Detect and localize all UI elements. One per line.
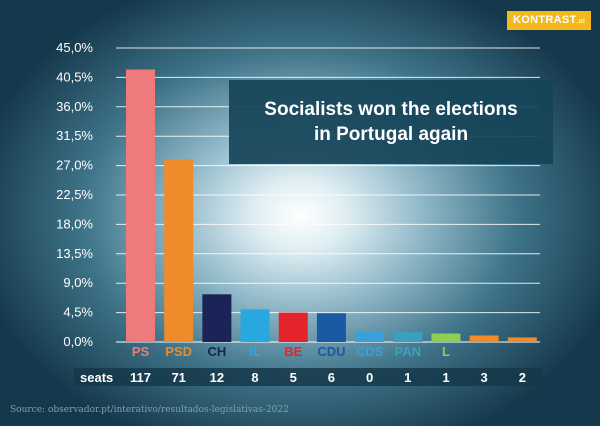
headline-box: Socialists won the elections in Portugal… [229, 80, 553, 164]
bar-ch [202, 294, 232, 342]
seat-count: 3 [481, 370, 488, 385]
bar-psd [164, 159, 194, 342]
brand-tld: .at [576, 18, 586, 25]
bar-other-9 [469, 335, 499, 342]
brand-logo[interactable]: KONTRAST.at [507, 11, 592, 30]
y-tick-label: 22,5% [56, 187, 93, 202]
y-tick-label: 4,5% [63, 305, 93, 320]
y-tick-label: 36,0% [56, 99, 93, 114]
bar-il [240, 309, 270, 342]
bar-pan [393, 332, 423, 342]
x-tick-label: CH [207, 344, 226, 359]
bar-ps [126, 69, 156, 342]
bar-be [278, 312, 308, 342]
bar-l [431, 333, 461, 342]
seat-count: 6 [328, 370, 335, 385]
headline-line-1: Socialists won the elections [264, 99, 518, 120]
y-tick-label: 40,5% [56, 69, 93, 84]
x-tick-label: PS [132, 344, 150, 359]
bar-cds [355, 331, 385, 342]
x-tick-label: L [442, 344, 450, 359]
y-tick-label: 27,0% [56, 158, 93, 173]
y-tick-label: 31,5% [56, 128, 93, 143]
x-tick-label: BE [284, 344, 302, 359]
seat-count: 2 [519, 370, 526, 385]
seats-label: seats [80, 370, 113, 385]
brand-name: KONTRAST [513, 14, 577, 26]
x-tick-label: CDS [356, 344, 384, 359]
seat-count: 71 [171, 370, 185, 385]
headline-line-2: in Portugal again [313, 124, 469, 145]
y-tick-label: 9,0% [63, 275, 93, 290]
bar-cdu [316, 313, 346, 342]
y-tick-label: 45,0% [56, 40, 93, 55]
y-tick-label: 13,5% [56, 246, 93, 261]
seat-count: 1 [404, 370, 411, 385]
x-tick-label: PAN [395, 344, 421, 359]
y-tick-label: 0,0% [63, 334, 93, 349]
seat-count: 5 [290, 370, 297, 385]
seat-count: 0 [366, 370, 373, 385]
y-tick-label: 18,0% [56, 216, 93, 231]
source-note: Source: observador.pt/interativo/resulta… [10, 405, 289, 415]
bar-other-10 [507, 337, 537, 342]
x-tick-label: IL [249, 344, 261, 359]
x-tick-label: CDU [317, 344, 345, 359]
seat-count: 8 [251, 370, 258, 385]
seat-count: 1 [442, 370, 449, 385]
seat-count: 12 [210, 370, 224, 385]
seats-band [74, 368, 542, 386]
x-tick-label: PSD [165, 344, 192, 359]
seat-count: 117 [130, 370, 151, 385]
